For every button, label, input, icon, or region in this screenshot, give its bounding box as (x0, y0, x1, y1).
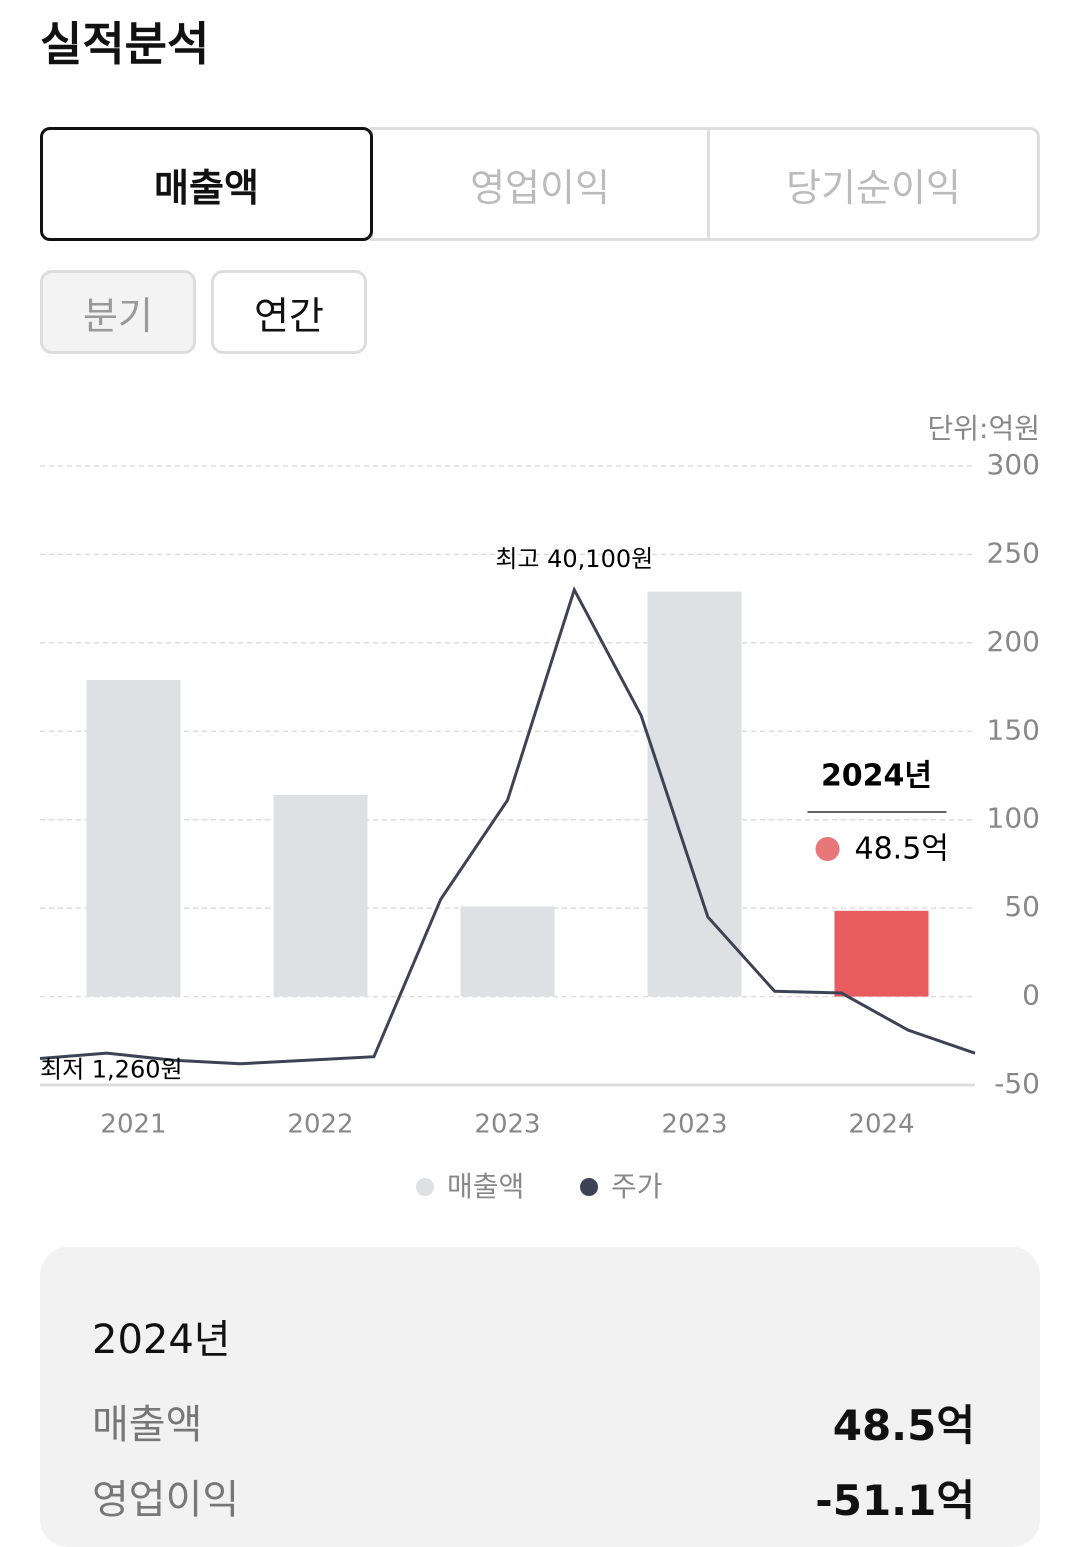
price-line (39, 585, 976, 1066)
summary-title: 2024년 (92, 1317, 231, 1363)
legend-dot (580, 1178, 598, 1196)
chart: 단위:억원 -50 0 50 100 150 200 250 300 2021 2022 2023 2… (39, 412, 1040, 1203)
x-tick-label: 2022 (287, 1110, 353, 1140)
tooltip-dot (815, 837, 840, 861)
tab[interactable]: 당기순이익 (707, 127, 1040, 241)
annotation: 최고 40,100원 (495, 545, 653, 573)
period-button[interactable]: 분기 (40, 270, 196, 354)
y-tick-label: 250 (987, 536, 1040, 569)
bar (273, 794, 368, 997)
tab[interactable]: 영업이익 (370, 127, 710, 241)
summary-label: 매출액 (92, 1402, 203, 1448)
summary-value: 48.5억 (832, 1401, 975, 1450)
y-tick-label: -50 (994, 1067, 1040, 1100)
bar (86, 679, 181, 997)
legend-label: 매출액 (447, 1170, 524, 1203)
y-tick-label: 150 (987, 713, 1040, 746)
y-tick-label: 300 (987, 448, 1040, 481)
y-tick-label: 100 (987, 802, 1040, 835)
summary-card: 2024년 매출액 48.5억 영업이익 -51.1억 (40, 1247, 1040, 1547)
unit-label: 단위:억원 (928, 412, 1040, 445)
x-tick-label: 2021 (100, 1110, 166, 1140)
legend-label: 주가 (611, 1170, 663, 1203)
annotation: 최저 1,260원 (40, 1055, 183, 1083)
bar (460, 906, 555, 997)
tooltip-value: 48.5억 (855, 832, 949, 867)
y-tick-label: 0 (1022, 979, 1040, 1012)
legend-dot (416, 1178, 434, 1196)
bar (647, 591, 742, 997)
x-tick-label: 2024 (848, 1110, 914, 1140)
x-tick-label: 2023 (474, 1110, 540, 1140)
bar (834, 910, 929, 997)
summary-label: 영업이익 (92, 1477, 240, 1523)
summary-value: -51.1억 (815, 1476, 975, 1525)
y-tick-label: 200 (987, 625, 1040, 658)
x-tick-label: 2023 (661, 1110, 727, 1140)
tab[interactable]: 매출액 (40, 127, 373, 241)
tooltip-title: 2024년 (821, 759, 932, 794)
page-title: 실적분석 (40, 17, 210, 71)
y-tick-label: 50 (1004, 890, 1040, 923)
period-button[interactable]: 연간 (211, 270, 367, 354)
